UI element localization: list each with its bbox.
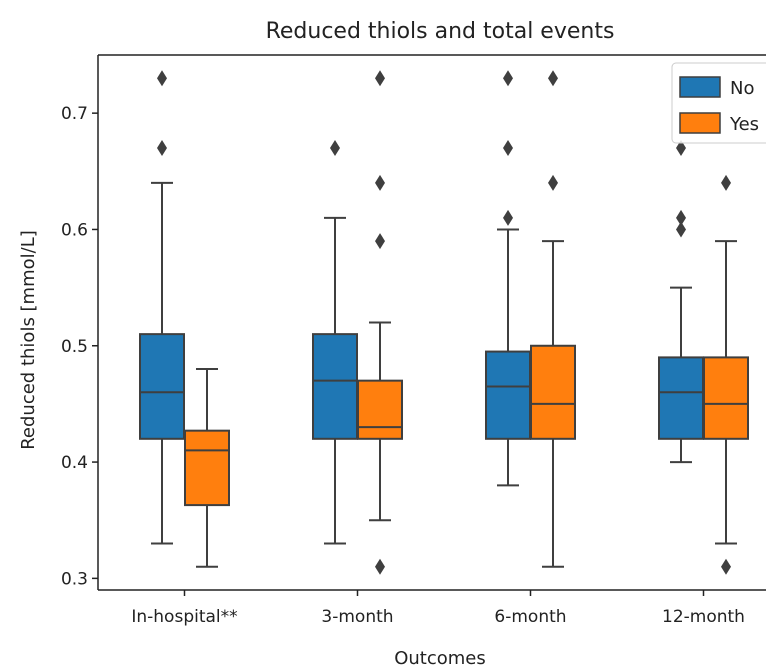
outlier-point	[375, 558, 385, 575]
outlier-point	[375, 233, 385, 250]
x-tick-label: 3-month	[321, 607, 393, 627]
box-iqr	[184, 429, 230, 507]
box-iqr	[357, 379, 403, 440]
y-tick-label: 0.3	[61, 569, 88, 589]
x-tick-label: 12-month	[662, 607, 745, 627]
box-no-3	[658, 140, 704, 464]
legend-swatch-no	[679, 76, 721, 98]
x-axis-label: Outcomes	[394, 648, 486, 669]
box-yes-1	[357, 70, 403, 575]
box-yes-2	[530, 70, 576, 568]
outlier-point	[548, 70, 558, 87]
outlier-point	[676, 221, 686, 238]
outlier-point	[676, 140, 686, 157]
outlier-point	[548, 174, 558, 191]
x-tick-label: In-hospital**	[131, 607, 237, 627]
y-tick-label: 0.5	[61, 337, 88, 357]
outlier-point	[503, 140, 513, 157]
box-iqr	[312, 333, 358, 440]
outlier-point	[157, 140, 167, 157]
outlier-point	[676, 209, 686, 226]
box-iqr	[139, 333, 185, 440]
outlier-point	[330, 140, 340, 157]
chart-title: Reduced thiols and total events	[266, 19, 615, 44]
box-yes-0	[184, 368, 230, 568]
axes: 0.3 0.4 0.5 0.6 0.7 In-hospital** 3-month 6-mon…	[61, 54, 766, 627]
outlier-point	[721, 558, 731, 575]
outlier-point	[721, 174, 731, 191]
outlier-point	[503, 70, 513, 87]
x-tick-label: 6-month	[494, 607, 566, 627]
series-yes	[184, 70, 749, 575]
y-tick-label: 0.7	[61, 104, 88, 124]
box-iqr	[658, 356, 704, 440]
outlier-point	[375, 70, 385, 87]
box-iqr	[703, 356, 749, 440]
box-no-0	[139, 70, 185, 545]
y-tick-label: 0.4	[61, 453, 88, 473]
legend-label-no: No	[730, 78, 754, 99]
plot-area	[139, 70, 749, 575]
box-no-1	[312, 140, 358, 545]
outlier-point	[157, 70, 167, 87]
box-iqr	[530, 344, 576, 440]
box-no-2	[485, 70, 531, 487]
legend-swatch-yes	[679, 112, 721, 134]
box-iqr	[485, 350, 531, 440]
box-yes-3	[703, 174, 749, 575]
series-no	[139, 70, 704, 545]
y-tick-label: 0.6	[61, 220, 88, 240]
y-axis-label: Reduced thiols [mmol/L]	[18, 230, 39, 450]
outlier-point	[375, 174, 385, 191]
outlier-point	[503, 209, 513, 226]
legend: No Yes	[671, 62, 766, 144]
legend-label-yes: Yes	[729, 114, 759, 135]
